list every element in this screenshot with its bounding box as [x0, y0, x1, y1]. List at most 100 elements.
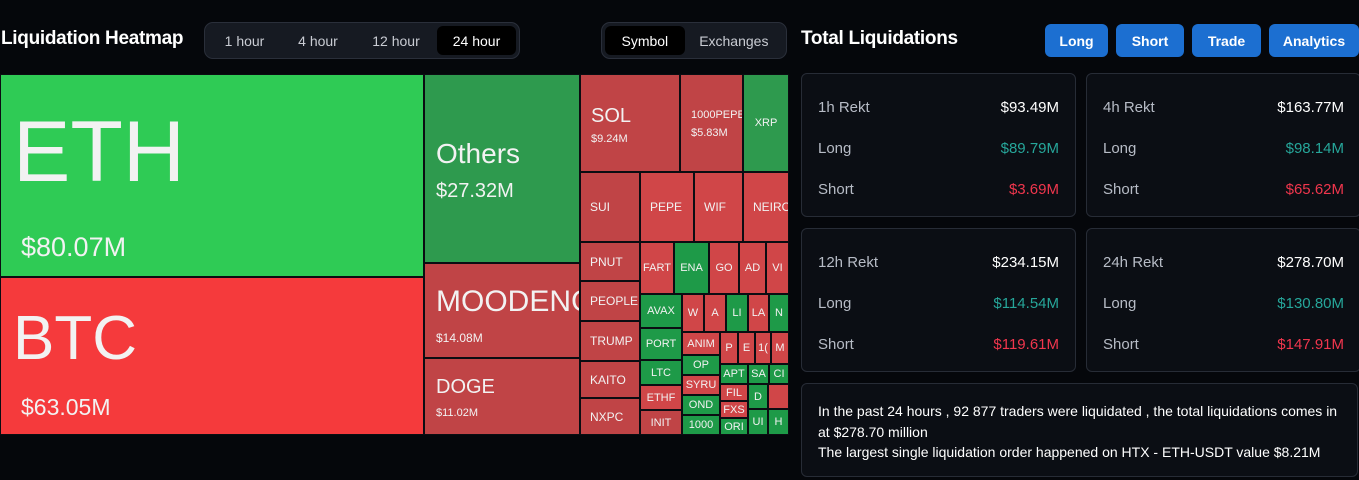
- tile-symbol: MOODENG: [436, 285, 580, 318]
- long-label: Long: [818, 140, 852, 157]
- heatmap-tile-pepe[interactable]: PEPE: [640, 172, 694, 242]
- heatmap-tile-kaito[interactable]: KAITO: [580, 361, 640, 398]
- heatmap-tile-moodeng[interactable]: MOODENG $14.08M: [424, 263, 580, 358]
- card-total: $93.49M: [1000, 99, 1059, 116]
- tile-value: $11.02M: [436, 407, 478, 419]
- card-total: $163.77M: [1277, 99, 1344, 116]
- mode-exchanges[interactable]: Exchanges: [699, 32, 769, 49]
- tile-symbol: ETH: [13, 104, 185, 200]
- timeframe-1h[interactable]: 1 hour: [224, 32, 265, 49]
- heatmap-tile-neiro[interactable]: NEIRO: [743, 172, 789, 242]
- tile-symbol: BTC: [13, 304, 137, 373]
- heatmap-tile-sol[interactable]: SOL $9.24M: [580, 74, 680, 172]
- heatmap-tile-ad[interactable]: AD: [739, 242, 766, 294]
- card-label: 1h Rekt: [818, 99, 870, 116]
- long-button[interactable]: Long: [1045, 24, 1108, 57]
- short-value: $3.69M: [1008, 181, 1059, 198]
- short-label: Short: [818, 336, 854, 353]
- heatmap-tile-trump[interactable]: TRUMP: [580, 321, 640, 361]
- heatmap-tile-li[interactable]: LI: [726, 294, 748, 332]
- heatmap-tile-m[interactable]: M: [771, 332, 789, 364]
- heatmap-tile-la[interactable]: LA: [748, 294, 769, 332]
- timeframe-24h[interactable]: 24 hour: [437, 26, 516, 55]
- heatmap-tile-ui[interactable]: UI: [748, 409, 768, 435]
- heatmap-tile-doge[interactable]: DOGE $11.02M: [424, 358, 580, 435]
- summary-line-1: In the past 24 hours , 92 877 traders we…: [818, 403, 1338, 440]
- heatmap-tile-ltc[interactable]: LTC: [640, 360, 682, 385]
- long-value: $114.54M: [993, 295, 1059, 312]
- heatmap-tile-go[interactable]: GO: [709, 242, 739, 294]
- heatmap-tile-1000pepe[interactable]: 1000PEPE $5.83M: [680, 74, 743, 172]
- heatmap-tile-syru[interactable]: SYRU: [682, 375, 720, 395]
- card-total: $234.15M: [992, 254, 1059, 271]
- heatmap-tile-1000[interactable]: 1000: [682, 415, 720, 435]
- heatmap-tile-port[interactable]: PORT: [640, 328, 682, 360]
- liquidation-summary: In the past 24 hours , 92 877 traders we…: [801, 383, 1358, 477]
- tile-value: $5.83M: [691, 127, 728, 139]
- heatmap-tile-w[interactable]: W: [682, 294, 704, 332]
- long-value: $130.80M: [1277, 295, 1344, 312]
- heatmap-tile-1[interactable]: 1(: [755, 332, 771, 364]
- heatmap-tile-avax[interactable]: AVAX: [640, 294, 682, 328]
- rekt-card-1h: 1h Rekt $93.49M Long $89.79M Short $3.69M: [801, 73, 1076, 217]
- heatmap-tile-ori[interactable]: ORI: [720, 418, 748, 435]
- short-label: Short: [1103, 181, 1139, 198]
- long-label: Long: [1103, 295, 1137, 312]
- heatmap-tile-others[interactable]: Others $27.32M: [424, 74, 580, 263]
- heatmap-tile-ond[interactable]: OND: [682, 395, 720, 415]
- heatmap-tile-vi[interactable]: VI: [766, 242, 789, 294]
- heatmap-tile-eth[interactable]: ETH $80.07M: [0, 74, 424, 277]
- rekt-card-24h: 24h Rekt $278.70M Long $130.80M Short $147.…: [1086, 228, 1359, 372]
- heatmap-title: Liquidation Heatmap: [1, 28, 184, 49]
- trade-button[interactable]: Trade: [1192, 24, 1261, 57]
- heatmap-tile-sui[interactable]: SUI: [580, 172, 640, 242]
- tile-symbol: Others: [436, 138, 521, 169]
- heatmap-tile-ena[interactable]: ENA: [674, 242, 709, 294]
- heatmap-tile-anim[interactable]: ANIM: [682, 332, 720, 355]
- heatmap-tile-red-small[interactable]: [768, 384, 789, 409]
- heatmap-tile-h[interactable]: H: [768, 409, 789, 435]
- heatmap-tile-e[interactable]: E: [738, 332, 755, 364]
- heatmap-tile-n[interactable]: N: [769, 294, 789, 332]
- tile-symbol: DOGE: [436, 376, 495, 398]
- short-button[interactable]: Short: [1116, 24, 1184, 57]
- heatmap-tile-apt[interactable]: APT: [720, 364, 748, 384]
- timeframe-12h[interactable]: 12 hour: [372, 32, 420, 49]
- mode-symbol[interactable]: Symbol: [605, 26, 685, 55]
- liquidation-heatmap: ETH $80.07M BTC $63.05M Others $27.32M M…: [0, 74, 789, 435]
- long-label: Long: [818, 295, 852, 312]
- timeframe-4h[interactable]: 4 hour: [298, 32, 338, 49]
- analytics-button[interactable]: Analytics: [1269, 24, 1359, 57]
- heatmap-tile-sa[interactable]: SA: [748, 364, 769, 384]
- heatmap-tile-ci[interactable]: CI: [769, 364, 789, 384]
- heatmap-tile-fxs[interactable]: FXS: [720, 401, 748, 418]
- card-label: 12h Rekt: [818, 254, 879, 271]
- heatmap-tile-a[interactable]: A: [704, 294, 726, 332]
- tile-value: $14.08M: [436, 331, 483, 345]
- heatmap-tile-wif[interactable]: WIF: [694, 172, 743, 242]
- card-total: $278.70M: [1277, 254, 1344, 271]
- heatmap-tile-xrp[interactable]: XRP: [743, 74, 789, 172]
- heatmap-tile-btc[interactable]: BTC $63.05M: [0, 277, 424, 435]
- short-label: Short: [818, 181, 854, 198]
- long-value: $98.14M: [1285, 140, 1344, 157]
- heatmap-tile-p[interactable]: P: [720, 332, 738, 364]
- heatmap-tile-pnut[interactable]: PNUT: [580, 242, 640, 281]
- heatmap-tile-people[interactable]: PEOPLE: [580, 281, 640, 321]
- tile-value: $80.07M: [21, 232, 127, 262]
- heatmap-tile-ethf[interactable]: ETHF: [640, 385, 682, 410]
- heatmap-tile-nxpc[interactable]: NXPC: [580, 398, 640, 435]
- long-value: $89.79M: [1000, 140, 1059, 157]
- tile-symbol: 1000PEPE: [691, 109, 743, 121]
- heatmap-tile-fart[interactable]: FART: [640, 242, 674, 294]
- card-label: 24h Rekt: [1103, 254, 1164, 271]
- short-value: $119.61M: [993, 336, 1059, 353]
- heatmap-tile-fil[interactable]: FIL: [720, 384, 748, 401]
- tile-value: $27.32M: [436, 180, 514, 202]
- heatmap-tile-init[interactable]: INIT: [640, 410, 682, 435]
- short-value: $147.91M: [1277, 336, 1344, 353]
- heatmap-tile-op[interactable]: OP: [682, 355, 720, 375]
- heatmap-tile-d[interactable]: D: [748, 384, 768, 409]
- summary-line-2: The largest single liquidation order hap…: [818, 444, 1321, 460]
- view-mode-selector: Symbol Exchanges: [601, 22, 787, 59]
